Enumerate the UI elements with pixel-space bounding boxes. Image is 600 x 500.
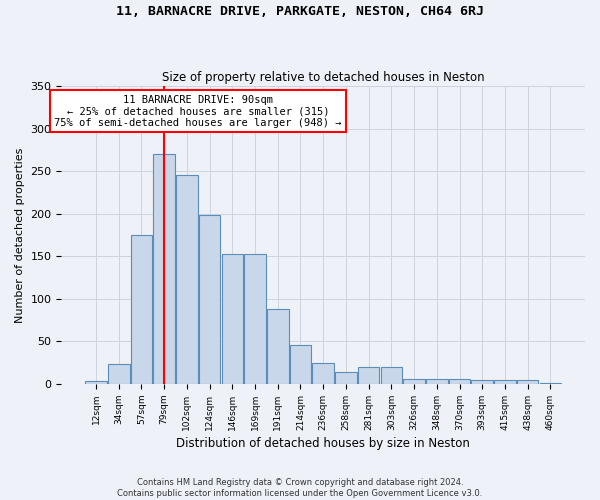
Bar [358, 367, 379, 384]
Bar [313, 362, 334, 384]
Bar [335, 372, 357, 384]
Bar [131, 235, 152, 384]
Bar [494, 380, 516, 384]
Bar [449, 379, 470, 384]
Bar [403, 379, 425, 384]
Bar [244, 254, 266, 384]
Bar [267, 309, 289, 384]
Bar [472, 380, 493, 384]
Bar [199, 216, 220, 384]
Title: Size of property relative to detached houses in Neston: Size of property relative to detached ho… [162, 70, 485, 84]
Bar [154, 154, 175, 384]
Bar [426, 379, 448, 384]
X-axis label: Distribution of detached houses by size in Neston: Distribution of detached houses by size … [176, 437, 470, 450]
Bar [221, 254, 243, 384]
Bar [176, 176, 197, 384]
Bar [290, 345, 311, 384]
Y-axis label: Number of detached properties: Number of detached properties [15, 148, 25, 322]
Bar [517, 380, 538, 384]
Text: 11, BARNACRE DRIVE, PARKGATE, NESTON, CH64 6RJ: 11, BARNACRE DRIVE, PARKGATE, NESTON, CH… [116, 5, 484, 18]
Bar [85, 382, 107, 384]
Text: 11 BARNACRE DRIVE: 90sqm
← 25% of detached houses are smaller (315)
75% of semi-: 11 BARNACRE DRIVE: 90sqm ← 25% of detach… [55, 94, 342, 128]
Bar [380, 367, 402, 384]
Bar [108, 364, 130, 384]
Text: Contains HM Land Registry data © Crown copyright and database right 2024.
Contai: Contains HM Land Registry data © Crown c… [118, 478, 482, 498]
Bar [539, 383, 561, 384]
